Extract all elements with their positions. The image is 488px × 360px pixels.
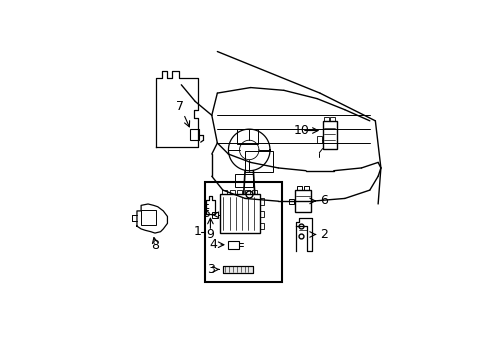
Text: 8: 8	[151, 239, 159, 252]
Bar	[228, 240, 239, 249]
Text: 1: 1	[194, 225, 202, 238]
Bar	[303, 186, 308, 190]
Bar	[260, 211, 264, 217]
Bar	[296, 186, 301, 190]
Bar	[229, 190, 234, 194]
Bar	[244, 190, 249, 194]
Bar	[288, 199, 293, 204]
Bar	[220, 194, 260, 233]
Text: 3: 3	[207, 263, 215, 276]
Bar	[237, 129, 258, 144]
Bar	[189, 129, 199, 140]
Bar	[223, 266, 253, 273]
Text: 5: 5	[203, 207, 211, 220]
Text: 2: 2	[319, 228, 327, 241]
Text: 4: 4	[209, 238, 217, 251]
Bar	[204, 182, 282, 282]
Bar	[294, 190, 310, 212]
Bar	[244, 151, 272, 172]
Bar	[223, 266, 253, 273]
Bar	[237, 190, 242, 194]
Bar	[260, 223, 264, 229]
Bar	[212, 212, 218, 218]
Bar	[252, 190, 257, 194]
Bar	[141, 210, 156, 225]
Bar	[222, 190, 227, 194]
Text: 10: 10	[293, 124, 309, 137]
Bar	[324, 117, 328, 121]
Bar	[260, 198, 264, 204]
Text: 7: 7	[176, 100, 183, 113]
Bar	[330, 117, 334, 121]
Bar	[235, 174, 253, 187]
Bar	[317, 136, 321, 143]
Bar	[322, 121, 336, 149]
Text: 6: 6	[319, 194, 327, 207]
Text: 9: 9	[206, 228, 214, 241]
